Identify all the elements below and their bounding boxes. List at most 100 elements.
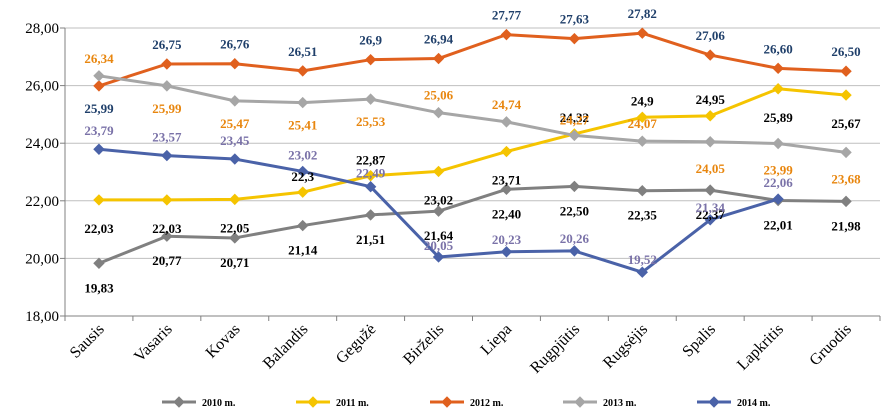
category-label: Gruodis bbox=[806, 321, 854, 369]
data-label: 26,50 bbox=[831, 44, 860, 59]
data-label: 22,35 bbox=[628, 208, 658, 223]
data-label: 23,99 bbox=[764, 162, 794, 177]
data-label: 24,74 bbox=[492, 97, 522, 112]
data-label: 22,50 bbox=[560, 203, 589, 218]
data-label: 22,37 bbox=[696, 207, 726, 222]
y-tick-label: 20,00 bbox=[25, 251, 59, 267]
data-label: 21,98 bbox=[831, 218, 861, 233]
data-point bbox=[772, 137, 784, 150]
data-point bbox=[636, 135, 648, 147]
data-point bbox=[441, 396, 453, 408]
data-label: 21,64 bbox=[424, 228, 454, 243]
data-point bbox=[636, 27, 648, 39]
data-label: 25,99 bbox=[152, 101, 182, 116]
data-point bbox=[704, 184, 716, 196]
data-point bbox=[161, 80, 173, 92]
legend: 2010 m. 2011 m. 2012 m. 2013 m. 2014 m. bbox=[162, 396, 771, 409]
data-label: 22,3 bbox=[291, 169, 314, 184]
data-label: 25,47 bbox=[220, 116, 250, 131]
data-label: 25,67 bbox=[831, 116, 861, 131]
data-label: 24,07 bbox=[628, 116, 658, 131]
legend-label: 2012 m. bbox=[470, 398, 504, 409]
data-point bbox=[704, 110, 716, 122]
data-point bbox=[704, 136, 716, 148]
data-point bbox=[636, 266, 648, 278]
category-label: Rugsėjis bbox=[600, 321, 651, 372]
data-label: 19,52 bbox=[628, 252, 657, 267]
data-label: 23,57 bbox=[152, 130, 182, 145]
data-point bbox=[229, 193, 241, 206]
data-point bbox=[173, 396, 185, 408]
data-label: 24,95 bbox=[696, 92, 726, 107]
data-point bbox=[93, 194, 105, 206]
y-tick-label: 28,00 bbox=[25, 21, 59, 37]
data-point bbox=[161, 230, 173, 242]
data-labels: 19,83 20,77 20,71 21,14 21,51 21,64 22,40 22,50… bbox=[84, 6, 861, 295]
data-label: 27,82 bbox=[628, 6, 657, 21]
data-point bbox=[229, 95, 241, 107]
data-label: 26,75 bbox=[152, 37, 182, 52]
data-label: 23,02 bbox=[424, 192, 453, 207]
category-label: Spalis bbox=[679, 321, 719, 361]
data-label: 25,53 bbox=[356, 114, 386, 129]
series-line bbox=[98, 31, 847, 88]
data-point bbox=[568, 180, 581, 193]
data-point bbox=[161, 149, 173, 162]
data-label: 25,89 bbox=[764, 110, 794, 125]
data-label: 22,01 bbox=[764, 218, 793, 233]
data-point bbox=[307, 396, 319, 408]
y-tick-label: 18,00 bbox=[25, 309, 59, 325]
data-label: 27,63 bbox=[560, 12, 590, 27]
data-label: 20,77 bbox=[152, 253, 182, 268]
series-line bbox=[98, 74, 847, 154]
data-point bbox=[840, 65, 852, 77]
data-point bbox=[161, 194, 173, 206]
category-label: Liepa bbox=[478, 321, 516, 359]
data-point bbox=[364, 209, 377, 221]
data-point bbox=[229, 153, 241, 165]
data-point bbox=[772, 193, 784, 205]
data-label: 26,51 bbox=[288, 44, 317, 59]
data-point bbox=[500, 116, 513, 128]
data-label: 20,23 bbox=[492, 232, 522, 247]
data-point bbox=[364, 170, 377, 182]
data-point bbox=[636, 185, 648, 197]
data-label: 23,45 bbox=[220, 133, 250, 148]
data-label: 24,32 bbox=[560, 110, 589, 125]
x-axis-categories: Sausis Vasaris Kovas Balandis Gegužė Birželis… bbox=[67, 321, 855, 377]
data-label: 22,03 bbox=[84, 221, 114, 236]
legend-label: 2011 m. bbox=[336, 398, 369, 409]
data-point bbox=[364, 93, 377, 105]
data-label: 23,71 bbox=[492, 173, 521, 188]
data-point bbox=[704, 49, 716, 61]
data-label: 26,94 bbox=[424, 32, 454, 47]
data-label: 23,02 bbox=[288, 147, 317, 162]
y-tick-label: 26,00 bbox=[25, 79, 59, 95]
category-label: Lapkritis bbox=[734, 321, 787, 374]
data-label: 22,49 bbox=[356, 166, 386, 181]
data-point bbox=[432, 251, 445, 263]
category-label: Birželis bbox=[400, 321, 447, 368]
data-point bbox=[93, 143, 105, 155]
data-point bbox=[568, 32, 581, 45]
data-label: 25,41 bbox=[288, 118, 317, 133]
data-label: 22,87 bbox=[356, 153, 386, 168]
data-point bbox=[364, 180, 377, 193]
data-point bbox=[432, 165, 445, 178]
data-label: 21,51 bbox=[356, 232, 385, 247]
axes bbox=[60, 27, 881, 321]
data-point bbox=[500, 183, 513, 195]
category-label: Balandis bbox=[260, 321, 312, 373]
y-tick-label: 22,00 bbox=[25, 194, 59, 210]
data-point bbox=[297, 65, 309, 77]
data-label: 22,03 bbox=[152, 221, 182, 236]
series-lines bbox=[93, 27, 852, 278]
data-point bbox=[708, 396, 720, 408]
data-label: 22,40 bbox=[492, 206, 521, 221]
data-point bbox=[93, 80, 105, 92]
data-label: 26,34 bbox=[84, 51, 114, 66]
series-line bbox=[98, 184, 847, 265]
data-point bbox=[432, 106, 445, 119]
data-label: 19,83 bbox=[84, 280, 114, 295]
